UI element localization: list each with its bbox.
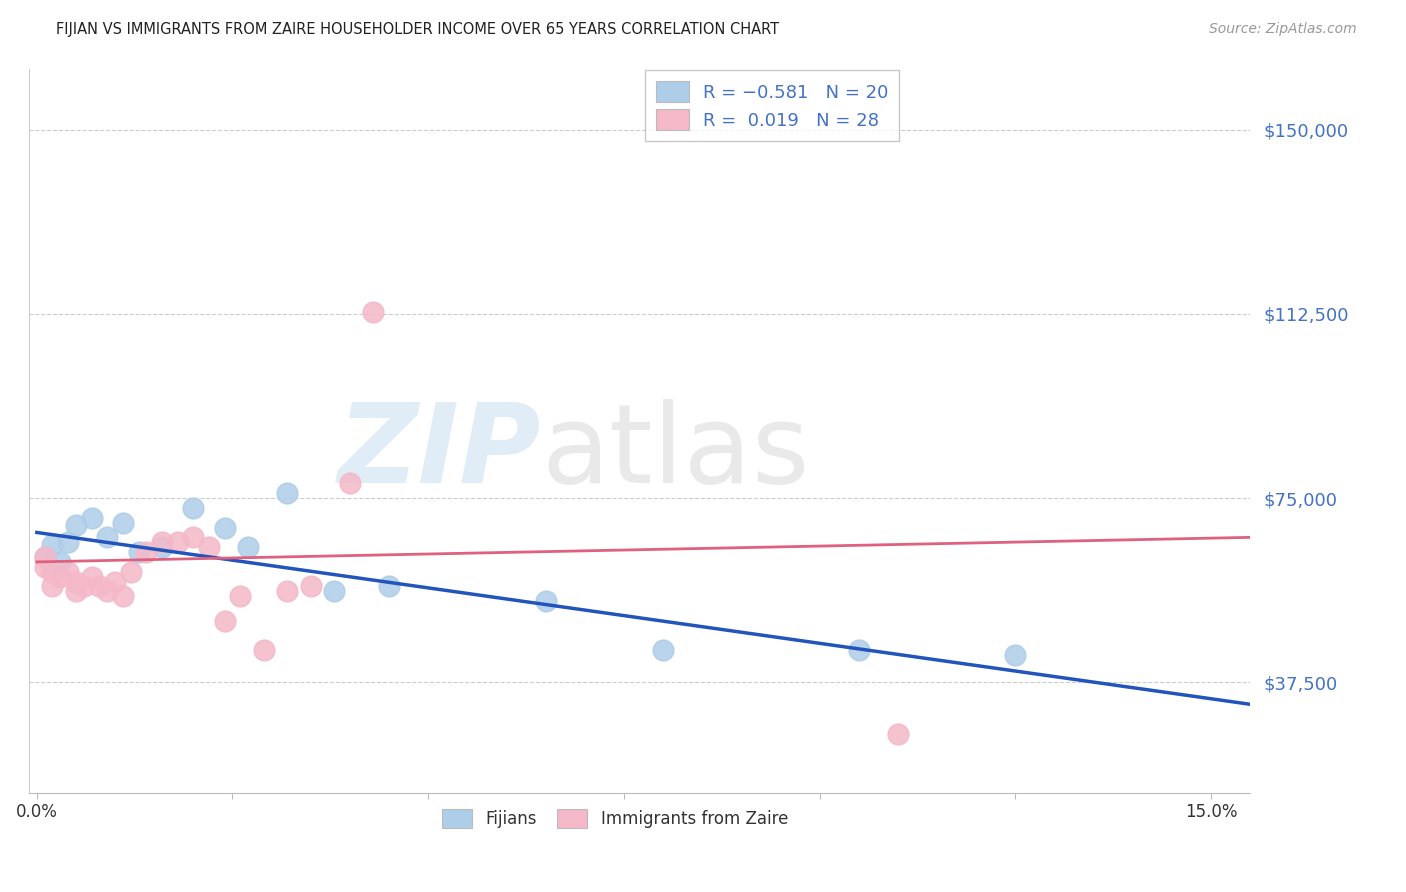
Point: [198, 540, 221, 554]
Point: [89, 579, 111, 593]
Text: FIJIAN VS IMMIGRANTS FROM ZAIRE HOUSEHOLDER INCOME OVER 65 YEARS CORRELATION CHA: FIJIAN VS IMMIGRANTS FROM ZAIRE HOUSEHOL…: [56, 22, 779, 37]
Point: [150, 535, 173, 549]
Point: [214, 520, 236, 534]
Point: [276, 486, 298, 500]
Point: [56, 535, 79, 549]
Point: [1004, 648, 1026, 663]
Point: [183, 500, 205, 515]
Point: [276, 584, 298, 599]
Point: [378, 579, 401, 593]
Point: [65, 574, 87, 589]
Point: [848, 643, 870, 657]
Point: [80, 510, 103, 524]
Point: [49, 555, 72, 569]
Text: atlas: atlas: [541, 399, 810, 506]
Text: ZIP: ZIP: [339, 399, 541, 506]
Point: [299, 579, 322, 593]
Point: [150, 540, 173, 554]
Point: [135, 545, 157, 559]
Point: [323, 584, 346, 599]
Point: [104, 574, 127, 589]
Point: [65, 518, 87, 533]
Point: [229, 589, 252, 603]
Point: [236, 540, 259, 554]
Point: [41, 565, 63, 579]
Point: [65, 584, 87, 599]
Point: [34, 549, 56, 564]
Point: [49, 569, 72, 583]
Point: [363, 304, 385, 318]
Point: [166, 535, 188, 549]
Text: Source: ZipAtlas.com: Source: ZipAtlas.com: [1209, 22, 1357, 37]
Point: [111, 516, 134, 530]
Point: [41, 538, 63, 552]
Point: [253, 643, 276, 657]
Point: [111, 589, 134, 603]
Point: [214, 614, 236, 628]
Point: [73, 579, 96, 593]
Point: [56, 565, 79, 579]
Point: [120, 565, 142, 579]
Point: [887, 727, 910, 741]
Point: [96, 530, 118, 544]
Legend: Fijians, Immigrants from Zaire: Fijians, Immigrants from Zaire: [436, 803, 794, 835]
Point: [96, 584, 118, 599]
Point: [534, 594, 557, 608]
Point: [652, 643, 675, 657]
Point: [183, 530, 205, 544]
Point: [41, 579, 63, 593]
Point: [80, 569, 103, 583]
Point: [34, 559, 56, 574]
Point: [34, 549, 56, 564]
Point: [339, 476, 361, 491]
Point: [128, 545, 150, 559]
